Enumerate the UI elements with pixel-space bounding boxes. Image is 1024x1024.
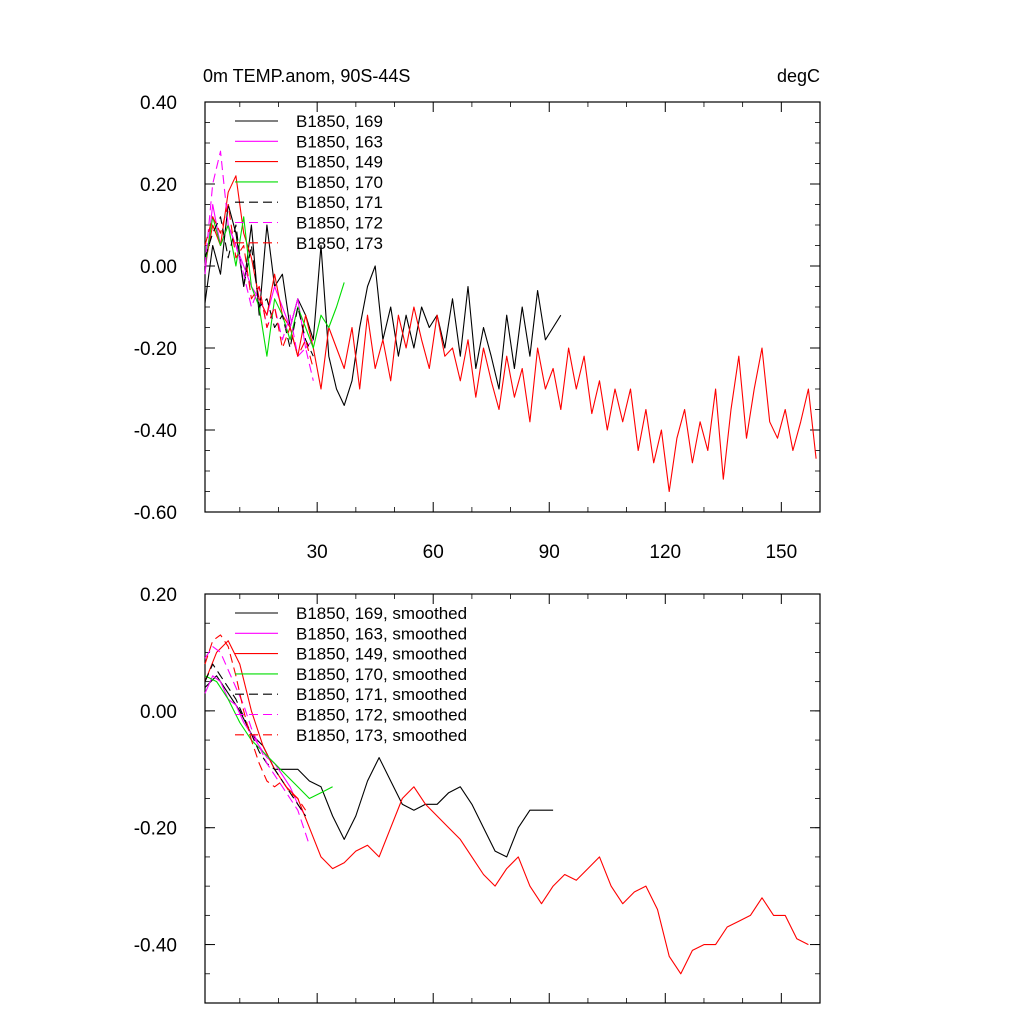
series-line-b1850-171 [204, 216, 314, 357]
series-line-b1850-171-smoothed [204, 663, 307, 817]
legend-label: B1850, 170, smoothed [296, 665, 467, 684]
legend-label: B1850, 163 [296, 132, 383, 151]
legend-label: B1850, 172, smoothed [296, 706, 467, 725]
y-tick-label: 0.20 [140, 175, 177, 196]
series-line-b1850-173-smoothed [204, 634, 307, 811]
legend-label: B1850, 169 [296, 112, 383, 131]
y-tick-label: 0.20 [140, 585, 177, 606]
legend-label: B1850, 169, smoothed [296, 604, 467, 623]
y-tick-label: -0.60 [134, 503, 177, 524]
legend-label: B1850, 149, smoothed [296, 645, 467, 664]
top-panel: 0.40 0.20 0.00 -0.20 -0.40 -0.60 30 60 90 120 150 B… [134, 93, 821, 563]
series-line-b1850-149-smoothed [204, 640, 809, 975]
legend-label: B1850, 173 [296, 234, 383, 253]
x-tick-label: 60 [423, 542, 444, 563]
series-line-b1850-170-smoothed [204, 675, 333, 800]
y-tick-label: -0.20 [134, 339, 177, 360]
series-line-b1850-149 [204, 175, 817, 493]
x-tick-label: 120 [649, 542, 681, 563]
legend-label: B1850, 173, smoothed [296, 726, 467, 745]
series-line-b1850-172-smoothed [204, 646, 310, 846]
y-tick-label: 0.00 [140, 702, 177, 723]
x-tick-label: 90 [539, 542, 560, 563]
y-tick-label: 0.00 [140, 257, 177, 278]
top-title-right: degC [777, 66, 820, 86]
legend-label: B1850, 171, smoothed [296, 685, 467, 704]
x-tick-label: 150 [765, 542, 797, 563]
y-tick-label: -0.20 [134, 819, 177, 840]
legend-label: B1850, 163, smoothed [296, 624, 467, 643]
x-tick-label: 30 [307, 542, 328, 563]
top-title-left: 0m TEMP.anom, 90S-44S [203, 66, 410, 86]
series-line-b1850-173 [204, 203, 314, 369]
y-tick-label: -0.40 [134, 421, 177, 442]
legend-label: B1850, 172 [296, 214, 383, 233]
legend-label: B1850, 170 [296, 173, 383, 192]
y-tick-label: 0.40 [140, 93, 177, 114]
series-line-b1850-163-smoothed [204, 675, 307, 817]
legend-label: B1850, 149 [296, 153, 383, 172]
y-tick-label: -0.40 [134, 936, 177, 957]
legend-label: B1850, 171 [296, 193, 383, 212]
